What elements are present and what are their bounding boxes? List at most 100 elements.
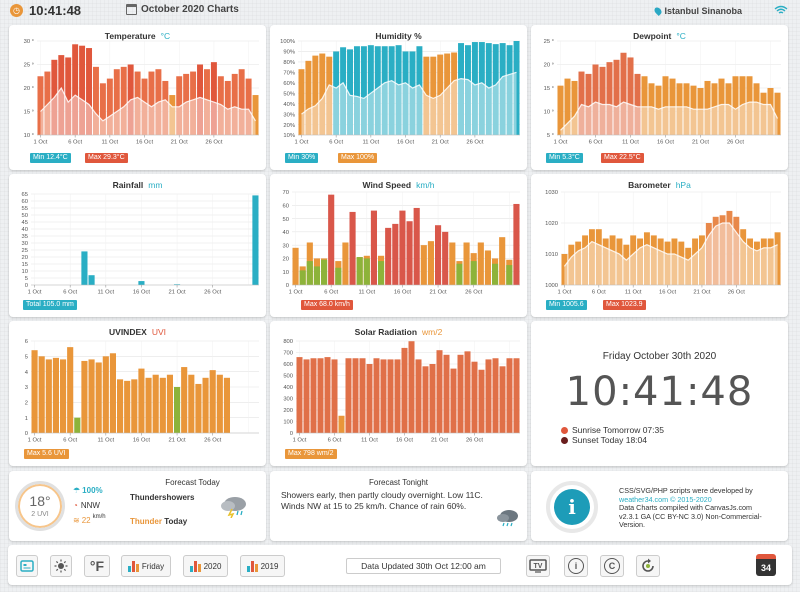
solar-title: Solar Radiation: [354, 327, 418, 337]
y-tick-label: 15 °: [544, 86, 554, 92]
uvindex-bar: [38, 356, 45, 433]
night-rain-icon: [497, 510, 518, 527]
humidity-bar: [360, 46, 367, 135]
info-icon[interactable]: i: [546, 481, 598, 533]
x-tick-label: 16 Oct: [394, 290, 411, 296]
x-tick-label: 11 Oct: [625, 290, 642, 296]
page-title-text: October 2020 Charts: [141, 4, 239, 15]
temperature-max-badge: Max 29.3°C: [85, 153, 128, 163]
about-line3[interactable]: Data Charts compiled with CanvasJs.com: [619, 503, 753, 512]
humidity-bar: [451, 52, 458, 135]
temperature-bar: [120, 66, 127, 135]
year-2019-button[interactable]: 2019: [240, 555, 285, 577]
theme-toggle-button[interactable]: [50, 555, 72, 577]
temperature-bar: [148, 71, 155, 135]
uvindex-bar: [181, 367, 188, 433]
rain-chance: ☂ 100%: [73, 486, 103, 495]
temperature-bar: [162, 80, 169, 135]
bar-chart-icon: [246, 560, 258, 572]
uvindex-bar: [52, 357, 60, 433]
uvindex-bar: [223, 377, 231, 433]
barometer-panel: Barometer hPa 1000 1010 1020 1030 1 Oct 6 Oct 1…: [531, 174, 788, 317]
y-tick-label: 3: [25, 385, 28, 391]
barometer-bar: [602, 238, 609, 285]
x-tick-label: 11 Oct: [97, 438, 114, 444]
humidity-bar: [395, 45, 402, 135]
x-tick-label: 26 Oct: [204, 438, 221, 444]
tv-button[interactable]: TV: [526, 555, 550, 577]
forecast-tonight-panel: Forecast Tonight Showers early, then par…: [270, 471, 527, 541]
windspeed-gust-bar: [299, 270, 306, 285]
uvindex-bar: [195, 383, 202, 433]
bottom-bar: °F Friday 2020 2019 Data Updated 30th Oc…: [8, 545, 792, 585]
station-button[interactable]: [16, 555, 38, 577]
barometer-bar: [753, 241, 760, 285]
uvindex-bar: [131, 379, 138, 433]
rainfall-bar: [173, 284, 181, 285]
barometer-bar: [643, 232, 650, 285]
fahrenheit-button[interactable]: °F: [84, 555, 110, 577]
humidity-bar: [416, 46, 423, 135]
solar-bar: [443, 354, 450, 433]
rainfall-panel: Rainfall mm 0 5 10 15 20 25 30 35 40 45 50 55 60 65 1 O…: [9, 174, 266, 317]
uvindex-bar: [102, 356, 109, 433]
uvindex-bar: [95, 362, 102, 433]
solar-bar: [499, 366, 506, 433]
weather34-logo[interactable]: 34: [756, 554, 776, 576]
dewpoint-bar: [578, 71, 585, 135]
dewpoint-bar: [683, 83, 690, 135]
friday-charts-button[interactable]: Friday: [121, 555, 171, 577]
dewpoint-bar: [690, 85, 697, 135]
uvindex-bar: [216, 374, 223, 433]
windspeed-chart: 0 10 20 30 40 50 60 70 1 Oct 6 Oct 11 Oct 16 Oct 21 …: [283, 190, 520, 296]
x-tick-label: 16 Oct: [659, 290, 676, 296]
location-pin-icon: [653, 6, 664, 16]
sunset-dot: [561, 436, 568, 444]
humidity-min-badge: Min 30%: [285, 153, 319, 163]
humidity-bar: [340, 47, 347, 136]
solar-bar: [366, 364, 373, 433]
uvindex-bar: [45, 359, 52, 433]
y-tick-label: 700: [283, 351, 293, 357]
year-2020-button[interactable]: 2020: [183, 555, 228, 577]
humidity-bar: [305, 60, 312, 135]
sunrise-row: Sunrise Tomorrow 07:35: [561, 425, 664, 435]
humidity-bar: [506, 45, 513, 135]
sunrise-dot: [561, 426, 568, 434]
forecast-summary2: Thunder Today: [130, 517, 187, 526]
wind-icon: ≋: [73, 516, 80, 525]
solar-unit: wm/2: [422, 327, 443, 337]
refresh-button[interactable]: [636, 555, 660, 577]
copyright-icon: C: [604, 558, 620, 574]
x-tick-label: 1 Oct: [554, 140, 568, 146]
y-tick-label: 30: [22, 241, 28, 247]
humidity-bar: [353, 46, 360, 135]
dewpoint-bar: [613, 59, 620, 135]
about-line2[interactable]: weather34.com © 2015-2020: [619, 494, 712, 504]
tv-icon: TV: [529, 559, 547, 573]
x-tick-label: 16 Oct: [397, 140, 414, 146]
dewpoint-bar: [753, 83, 760, 135]
humidity-bar: [347, 49, 354, 135]
temperature-bar: [92, 66, 99, 135]
wind-speed-text: 22: [81, 516, 91, 525]
info-button[interactable]: i: [564, 555, 588, 577]
top-time: 10:41:48: [29, 3, 82, 18]
temperature-bar: [252, 95, 259, 135]
windspeed-bar: [328, 194, 335, 285]
y-tick-label: 20: [283, 257, 289, 263]
uvindex-bar: [81, 360, 88, 433]
windspeed-bar: [427, 241, 435, 285]
copyright-button[interactable]: C: [600, 555, 624, 577]
dewpoint-unit: °C: [676, 31, 686, 41]
windspeed-gust-bar: [356, 257, 363, 285]
windspeed-bar: [399, 210, 406, 285]
temperature-bar: [238, 69, 245, 135]
about-line1: CSS/SVG/PHP scripts were developed by: [619, 486, 753, 495]
x-tick-label: 1 Oct: [28, 290, 42, 296]
dewpoint-max-badge: Max 22.5°C: [601, 153, 644, 163]
temperature-bar: [86, 48, 93, 135]
x-tick-label: 21 Oct: [431, 438, 448, 444]
barometer-title: Barometer: [628, 180, 671, 190]
x-tick-label: 6 Oct: [68, 140, 82, 146]
